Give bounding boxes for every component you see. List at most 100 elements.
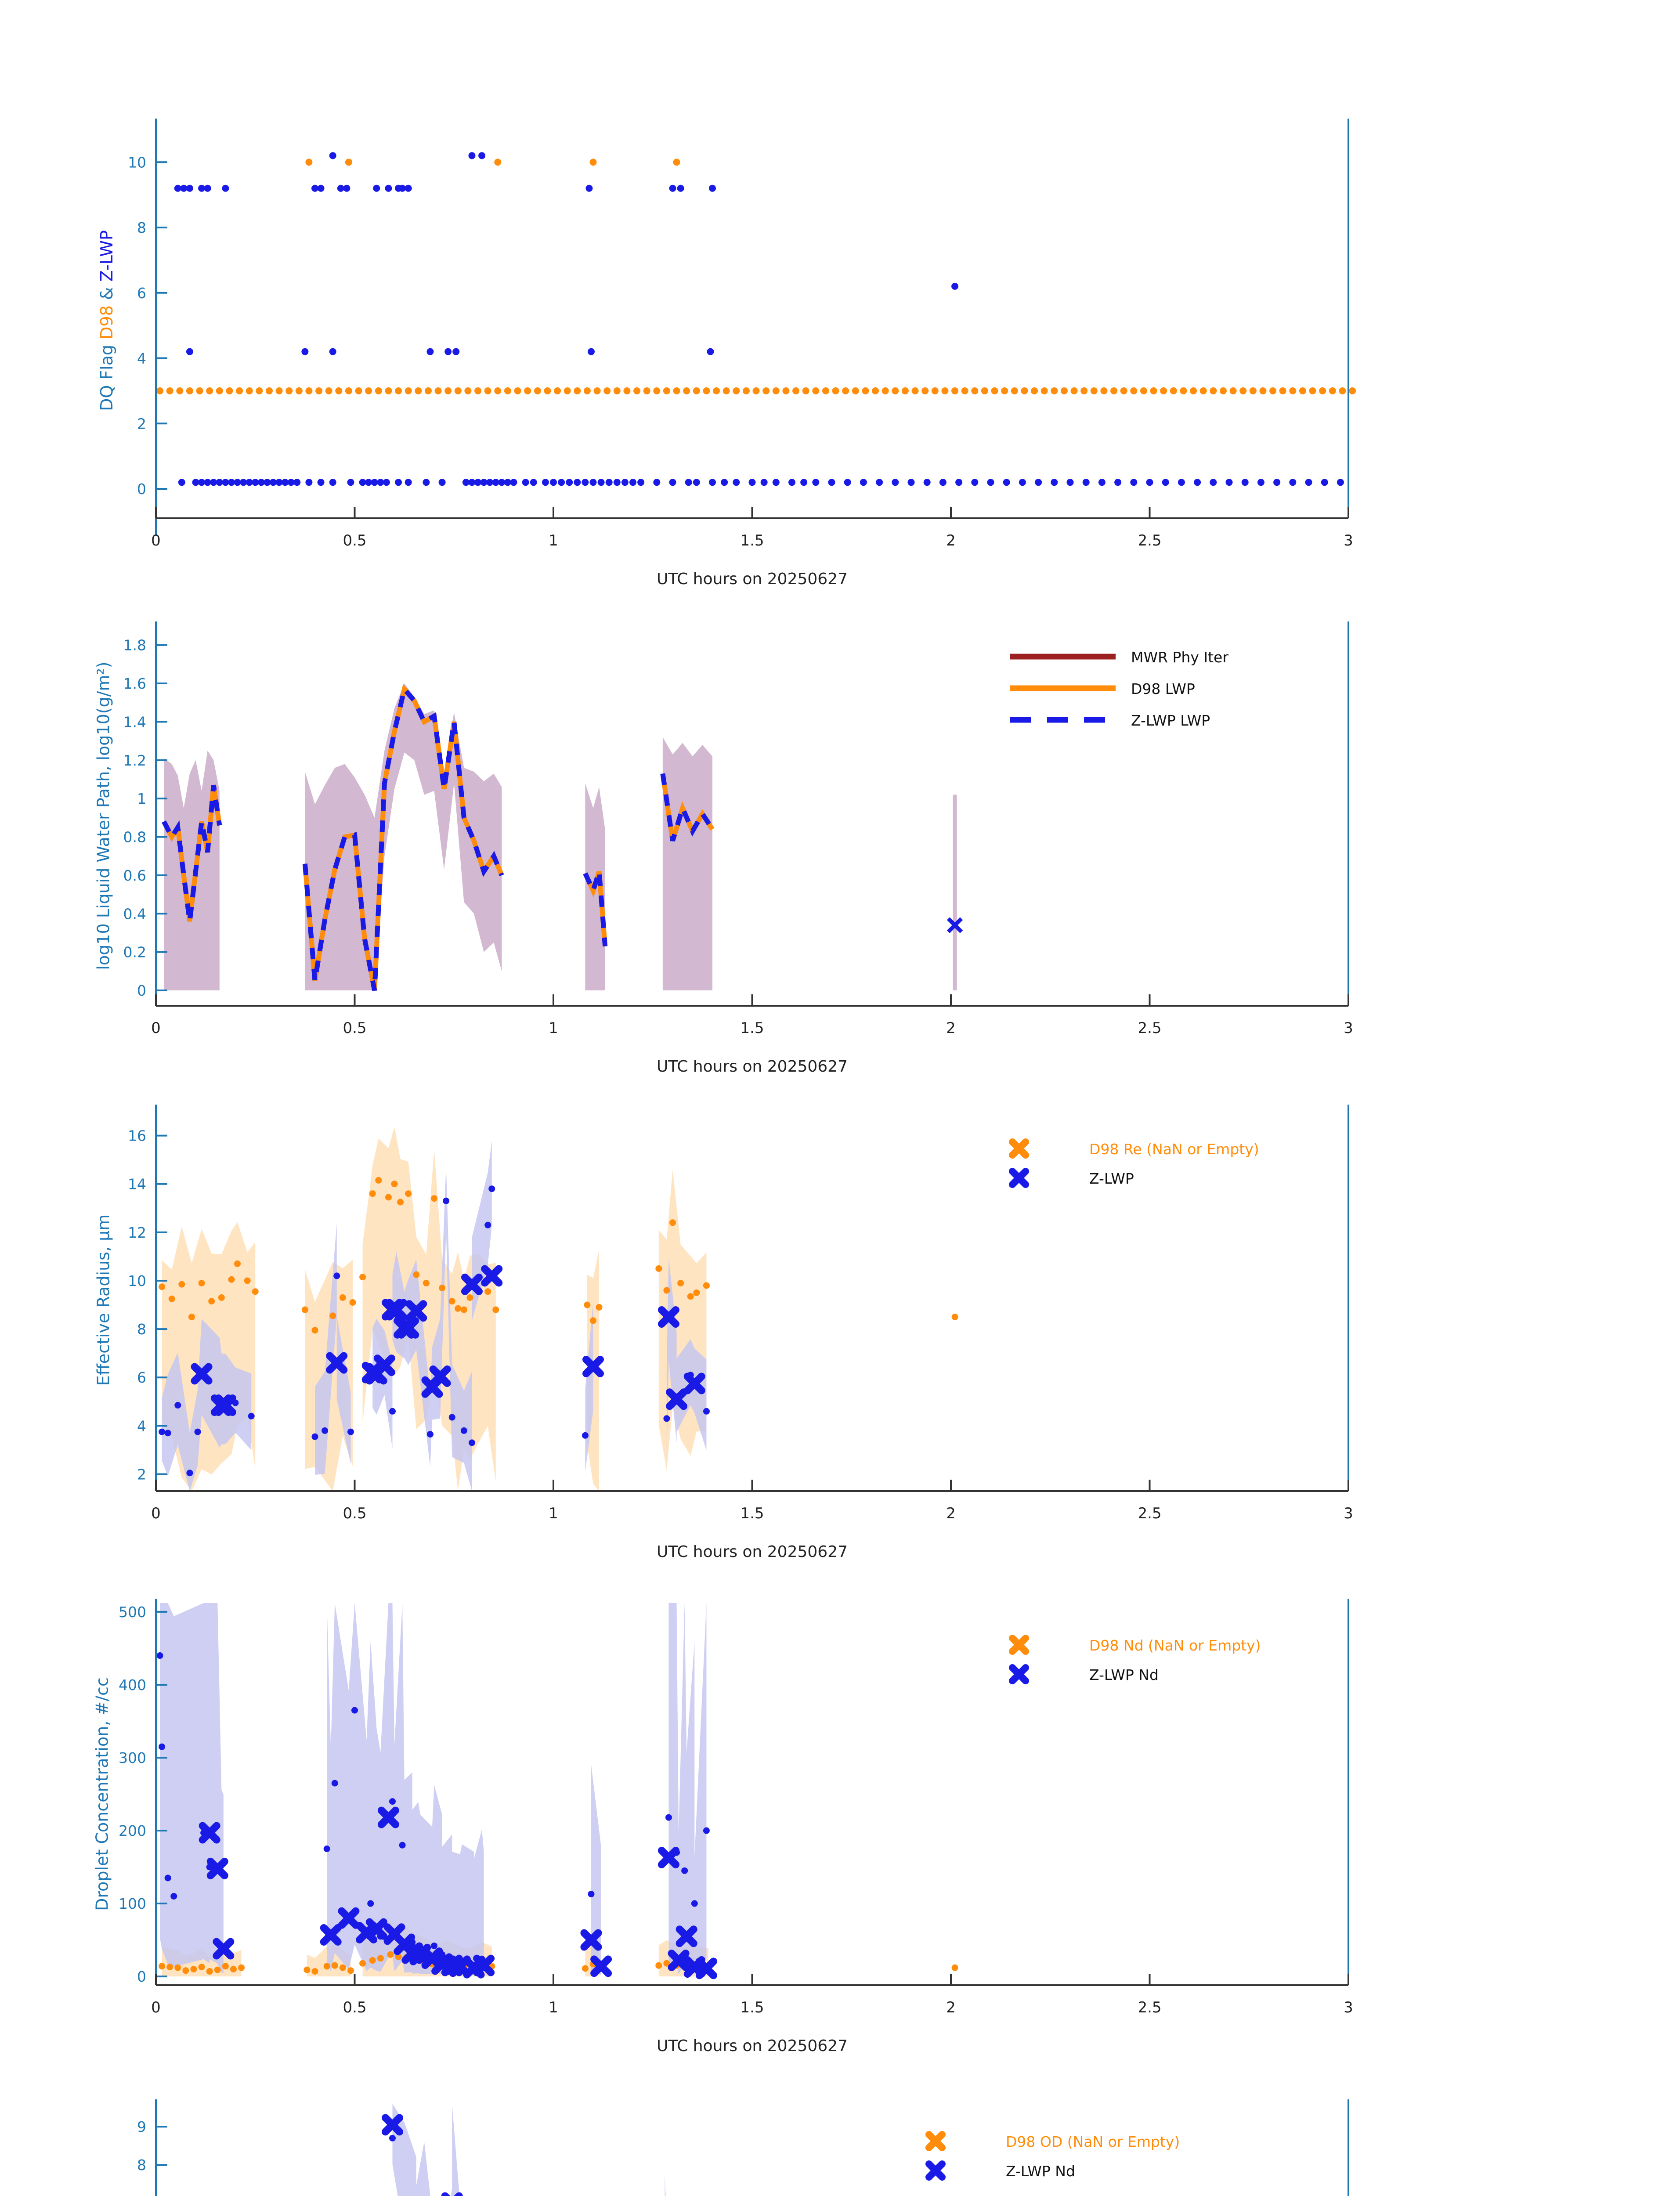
d98-uncertainty-band <box>362 1921 492 1977</box>
z-lwp-x-marker <box>377 1806 399 1828</box>
z-lwp-point <box>687 1372 694 1379</box>
dq-flag-point <box>174 184 181 192</box>
x-tick-label: 2.5 <box>1138 1019 1161 1037</box>
dq-flag-point <box>186 387 193 394</box>
x-tick-label: 3 <box>1344 1999 1353 2016</box>
dq-flag-point <box>524 387 531 394</box>
dq-flag-point <box>1140 387 1147 394</box>
z-lwp-x-marker <box>463 1957 485 1979</box>
dq-flag-point <box>415 387 422 394</box>
dq-flag-point <box>365 387 372 394</box>
dq-flag-point <box>468 479 476 486</box>
z-lwp-point <box>174 1402 181 1409</box>
dq-flag-point <box>951 387 959 394</box>
x-tick-label: 0 <box>151 1999 161 2016</box>
d98-uncertainty-band <box>162 1222 256 1491</box>
z-lwp-point <box>216 1398 223 1405</box>
dq-flag-point <box>709 184 716 192</box>
legend-label: D98 OD (NaN or Empty) <box>1006 2133 1180 2150</box>
z-lwp-point <box>323 1846 330 1853</box>
dq-flag-point <box>844 479 851 486</box>
uncertainty-band <box>585 783 605 991</box>
x-axis-label: UTC hours on 20250627 <box>657 1543 848 1561</box>
z-lwp-uncertainty-band <box>354 1603 484 1976</box>
dq-flag-point <box>1090 387 1098 394</box>
legend-marker <box>1009 1168 1029 1188</box>
dq-flag-point <box>1060 387 1068 394</box>
dq-flag-point <box>1257 479 1265 486</box>
legend-marker <box>1009 1664 1029 1684</box>
dq-flag-point <box>514 387 521 394</box>
dq-flag-point <box>395 184 402 192</box>
d98-uncertainty-band <box>362 1127 496 1491</box>
d98-point <box>439 1284 446 1291</box>
d98-point <box>655 1962 662 1969</box>
dq-flag-point <box>282 479 289 486</box>
x-tick-label: 0.5 <box>343 1505 366 1522</box>
dq-flag-point <box>305 387 313 394</box>
z-lwp-point <box>399 1842 406 1849</box>
dq-flag-point <box>1321 479 1328 486</box>
dq-flag-point <box>1210 479 1217 486</box>
z-lwp-point <box>159 1428 166 1435</box>
dq-flag-point <box>1130 479 1138 486</box>
z-lwp-point <box>443 1197 450 1204</box>
dq-flag-point <box>742 387 750 394</box>
dq-flag-point <box>703 387 710 394</box>
dq-flag-point <box>971 479 979 486</box>
dq-flag-point <box>1349 387 1356 394</box>
d98-point <box>222 1963 229 1970</box>
z-lwp-lwp-line <box>162 784 222 922</box>
dq-flag-point <box>941 387 949 394</box>
dq-flag-point <box>423 479 430 486</box>
z-lwp-x-marker <box>326 1352 348 1374</box>
dq-flag-point <box>923 479 931 486</box>
dq-flag-point <box>343 184 350 192</box>
dq-flag-point <box>337 184 344 192</box>
z-lwp-point <box>665 1814 672 1821</box>
d98-uncertainty-band <box>305 1260 353 1491</box>
dq-flag-point <box>269 479 277 486</box>
z-lwp-x-marker <box>666 1388 688 1410</box>
dq-flag-point <box>222 184 229 192</box>
z-lwp-point <box>159 1743 166 1750</box>
dq-flag-point <box>285 387 293 394</box>
dq-flag-point <box>1329 387 1336 394</box>
z-lwp-point <box>598 1961 605 1968</box>
y-tick-label: 12 <box>128 1224 146 1241</box>
y-tick-label: 8 <box>137 219 146 236</box>
d98-point <box>411 1957 418 1964</box>
z-lwp-uncertainty-band <box>162 1318 252 1491</box>
dq-flag-point <box>228 479 235 486</box>
z-lwp-point <box>164 1430 171 1437</box>
d98-point <box>339 1294 346 1301</box>
dq-flag-point <box>772 479 780 486</box>
d98-point <box>252 1288 259 1295</box>
z-lwp-point <box>703 1827 710 1834</box>
dq-flag-point <box>474 387 482 394</box>
d98-point <box>590 1961 596 1968</box>
z-lwp-point <box>389 1798 396 1805</box>
dq-flag-point <box>564 387 571 394</box>
z-lwp-point <box>681 1867 688 1874</box>
dq-flag-point <box>426 348 434 355</box>
d98-point <box>403 1954 410 1961</box>
dq-flag-point <box>852 387 859 394</box>
d98-point <box>397 1199 404 1206</box>
dq-flag-point <box>478 152 486 159</box>
legend-marker <box>1009 1635 1029 1655</box>
z-lwp-uncertainty-band <box>668 1603 707 1976</box>
d98-point <box>478 1961 485 1968</box>
dq-flag-point <box>589 159 597 166</box>
z-lwp-x-marker <box>383 1923 405 1945</box>
dq-flag-point <box>669 184 676 192</box>
dq-flag-point <box>329 479 336 486</box>
dq-flag-point <box>347 479 354 486</box>
dq-flag-point <box>1194 479 1201 486</box>
dq-flag-point <box>955 479 963 486</box>
y-tick-label: 0.8 <box>123 829 146 846</box>
z-lwp-uncertainty-band <box>372 1141 492 1491</box>
z-lwp-point <box>470 1962 477 1969</box>
z-lwp-x-marker <box>206 1857 228 1879</box>
dq-flag-point <box>1249 387 1257 394</box>
